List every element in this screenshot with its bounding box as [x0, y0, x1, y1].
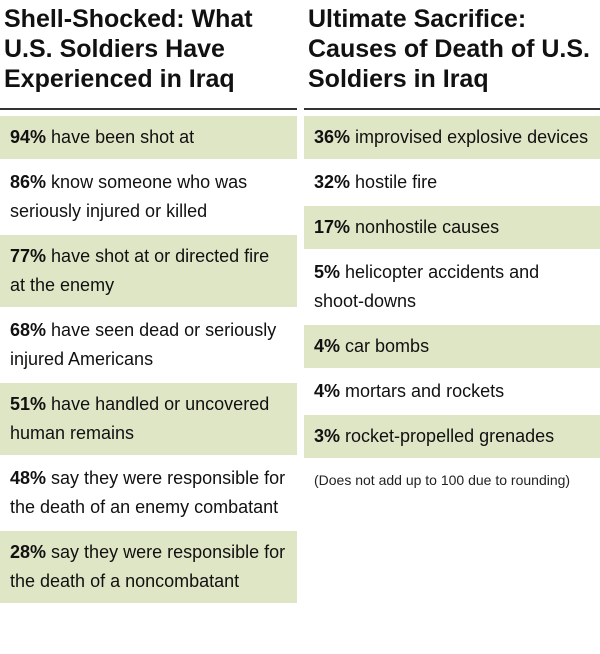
list-item: 51% have handled or uncovered human rema…	[0, 383, 297, 455]
percentage-value: 17%	[314, 217, 351, 237]
rounding-note: (Does not add up to 100 due to rounding)	[314, 472, 571, 488]
item-description: hostile fire	[355, 172, 438, 192]
percentage-value: 77%	[10, 246, 47, 266]
list-item: 4% mortars and rockets	[304, 370, 600, 413]
item-description: have handled or uncovered human remains	[10, 394, 270, 443]
list-item: 36% improvised explosive devices	[304, 116, 600, 159]
percentage-value: 3%	[314, 426, 341, 446]
experiences-list: 94% have been shot at 86% know someone wh…	[0, 116, 297, 603]
item-description: helicopter accidents and shoot-downs	[314, 262, 540, 311]
list-item: 17% nonhostile causes	[304, 206, 600, 249]
item-description: know someone who was seriously injured o…	[10, 172, 248, 221]
percentage-value: 36%	[314, 127, 351, 147]
experiences-title: Shell-Shocked: What U.S. Soldiers Have E…	[4, 5, 253, 93]
percentage-value: 4%	[314, 336, 341, 356]
list-item: 68% have seen dead or seriously injured …	[0, 309, 297, 381]
list-item: 4% car bombs	[304, 325, 600, 368]
causes-of-death-list: 36% improvised explosive devices 32% host…	[304, 116, 600, 458]
item-description: improvised explosive devices	[355, 127, 589, 147]
percentage-value: 32%	[314, 172, 351, 192]
item-description: nonhostile causes	[355, 217, 500, 237]
causes-of-death-column: Ultimate Sacrifice: Causes of Death of U…	[304, 0, 600, 491]
item-description: have been shot at	[51, 127, 195, 147]
list-item: 94% have been shot at	[0, 116, 297, 159]
list-item: 86% know someone who was seriously injur…	[0, 161, 297, 233]
item-description: have shot at or directed fire at the ene…	[10, 246, 270, 295]
percentage-value: 86%	[10, 172, 47, 192]
percentage-value: 94%	[10, 127, 47, 147]
list-item: 48% say they were responsible for the de…	[0, 457, 297, 529]
percentage-value: 5%	[314, 262, 341, 282]
causes-of-death-title: Ultimate Sacrifice: Causes of Death of U…	[308, 5, 590, 93]
item-description: say they were responsible for the death …	[10, 542, 286, 591]
item-description: mortars and rockets	[345, 381, 505, 401]
list-item: 5% helicopter accidents and shoot-downs	[304, 251, 600, 323]
list-item: 3% rocket-propelled grenades	[304, 415, 600, 458]
list-item: 28% say they were responsible for the de…	[0, 531, 297, 603]
percentage-value: 48%	[10, 468, 47, 488]
item-description: rocket-propelled grenades	[345, 426, 555, 446]
item-description: car bombs	[345, 336, 430, 356]
causes-of-death-divider	[304, 108, 600, 110]
percentage-value: 4%	[314, 381, 341, 401]
item-description: have seen dead or seriously injured Amer…	[10, 320, 277, 369]
list-item: 32% hostile fire	[304, 161, 600, 204]
item-description: say they were responsible for the death …	[10, 468, 286, 517]
percentage-value: 28%	[10, 542, 47, 562]
percentage-value: 68%	[10, 320, 47, 340]
percentage-value: 51%	[10, 394, 47, 414]
list-item: 77% have shot at or directed fire at the…	[0, 235, 297, 307]
experiences-divider	[0, 108, 297, 110]
experiences-column: Shell-Shocked: What U.S. Soldiers Have E…	[0, 0, 297, 605]
